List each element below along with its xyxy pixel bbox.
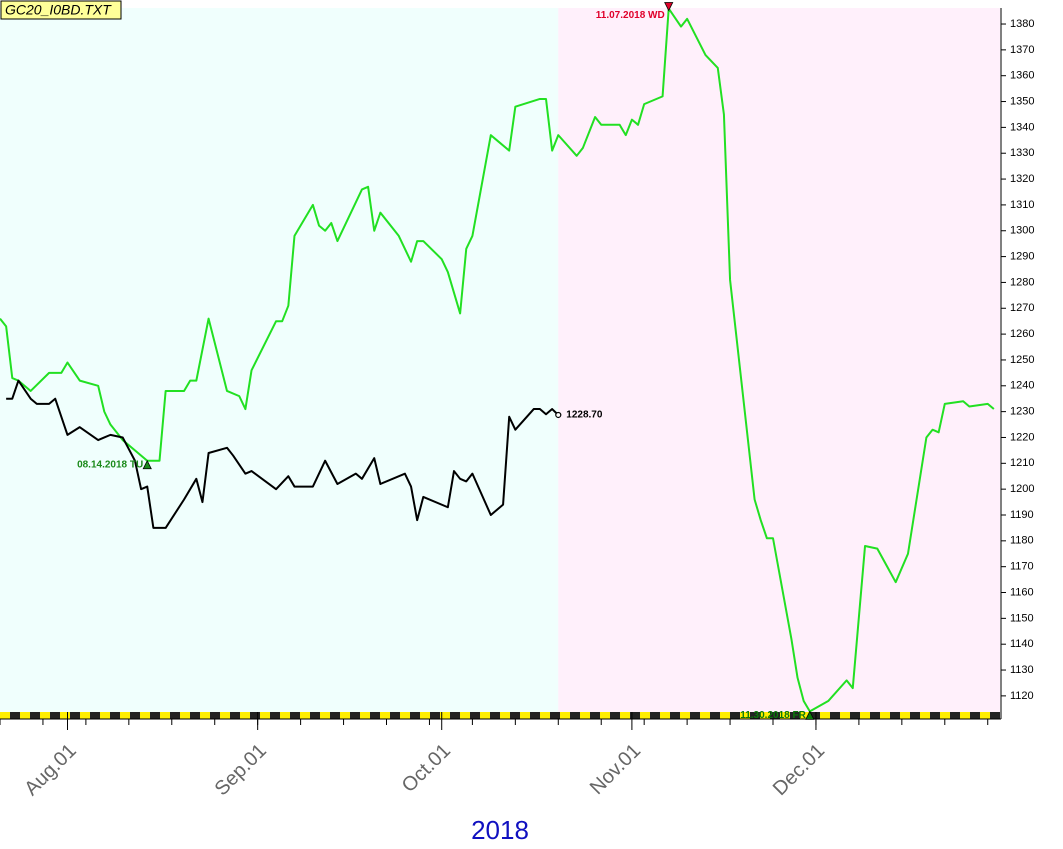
y-tick-label: 1210: [1010, 457, 1034, 469]
y-tick-label: 1260: [1010, 328, 1034, 340]
x-tick-label: Oct.01: [398, 740, 455, 797]
marker-down: [664, 2, 674, 12]
y-tick-label: 1290: [1010, 250, 1034, 262]
y-tick-label: 1130: [1010, 664, 1034, 676]
y-tick-label: 1220: [1010, 431, 1034, 443]
annotation-label: 1228.70: [566, 410, 603, 421]
y-tick-label: 1170: [1010, 561, 1034, 573]
y-tick-label: 1250: [1010, 354, 1034, 366]
y-tick-label: 1160: [1010, 586, 1034, 598]
x-axis-label: 2018: [471, 815, 529, 845]
y-tick-label: 1380: [1010, 18, 1034, 30]
series-line: [0, 7, 995, 713]
y-tick-label: 1330: [1010, 147, 1034, 159]
x-tick-label: Nov.01: [586, 740, 645, 799]
annotation-label: 08.14.2018 TU: [77, 459, 143, 470]
title-box: [0, 0, 122, 20]
annotation-label: 11.07.2018 WD: [596, 10, 665, 21]
x-tick-label: Aug.01: [20, 740, 80, 800]
y-tick-label: 1360: [1010, 70, 1034, 82]
y-tick-label: 1370: [1010, 44, 1034, 56]
y-tick-label: 1340: [1010, 121, 1034, 133]
y-tick-label: 1310: [1010, 199, 1034, 211]
y-tick-label: 1140: [1010, 638, 1034, 650]
y-tick-label: 1200: [1010, 483, 1034, 495]
y-tick-label: 1320: [1010, 173, 1034, 185]
x-tick-label: Dec.01: [769, 740, 829, 800]
series-line: [6, 379, 559, 529]
background-region: [0, 8, 559, 715]
y-tick-label: 1240: [1010, 380, 1034, 392]
background-region: [558, 8, 1000, 715]
marker-up: [805, 710, 815, 720]
annotation-label: 11.30.2018 FR: [740, 710, 806, 721]
y-tick-label: 1230: [1010, 406, 1034, 418]
y-tick-label: 1120: [1010, 690, 1034, 702]
chart-title: GC20_I0BD.TXT: [5, 2, 112, 18]
time-strip: [0, 712, 1000, 719]
y-tick-label: 1180: [1010, 535, 1034, 547]
y-tick-label: 1350: [1010, 95, 1034, 107]
y-tick-label: 1280: [1010, 276, 1034, 288]
y-tick-label: 1300: [1010, 225, 1034, 237]
marker-up: [142, 459, 152, 470]
x-tick-label: Sep.01: [211, 740, 271, 800]
y-tick-label: 1150: [1010, 612, 1034, 624]
y-tick-label: 1190: [1010, 509, 1034, 521]
y-tick-label: 1270: [1010, 302, 1034, 314]
marker-circle: [555, 411, 562, 419]
